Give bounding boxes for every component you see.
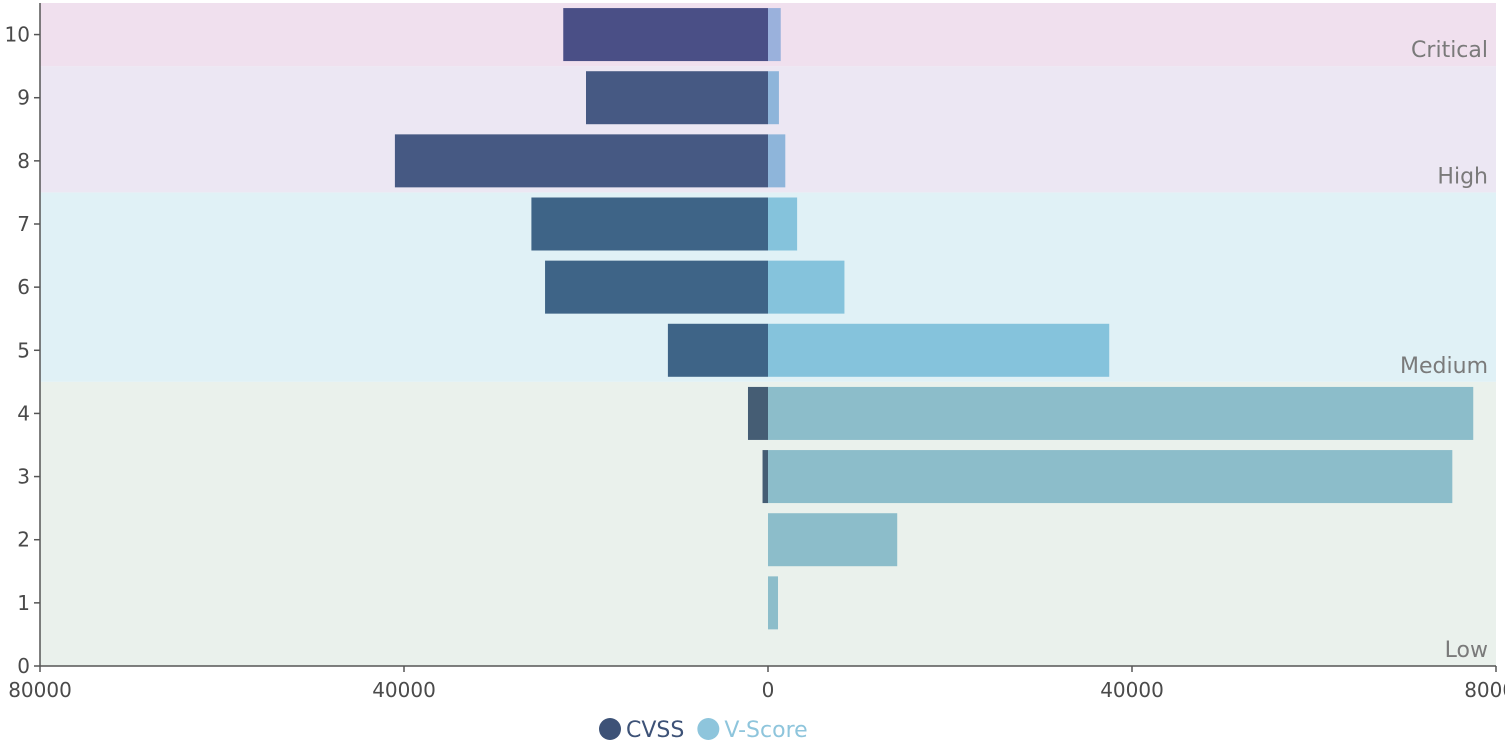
legend-label-v-score: V-Score [724, 718, 807, 743]
x-tick-label: 0 [762, 678, 775, 702]
axes: 0 1 2 3 4 5 6 7 8 9 10 80000 40000 0 40000 80000 [5, 3, 1505, 702]
y-tick-label: 10 [5, 23, 30, 47]
cvss-bar-7 [531, 197, 768, 251]
y-tick-label: 2 [17, 528, 30, 552]
vscore-bar-3 [768, 450, 1453, 504]
vscore-bar-10 [768, 8, 781, 62]
cvss-bar-5 [667, 323, 768, 377]
band-label-low: Low [1445, 638, 1488, 663]
y-tick-label: 4 [17, 401, 30, 425]
x-tick-label: 80000 [8, 678, 72, 702]
vscore-bar-6 [768, 260, 845, 314]
vscore-bar-7 [768, 197, 798, 251]
y-tick-label: 3 [17, 465, 30, 489]
vscore-bar-8 [768, 134, 786, 188]
y-tick-label: 5 [17, 338, 30, 362]
bars [394, 8, 1474, 630]
y-tick-label: 0 [17, 654, 30, 678]
cvss-bar-10 [563, 8, 768, 62]
band-label-critical: Critical [1411, 38, 1488, 63]
cvss-bar-3 [762, 450, 768, 504]
cvss-bar-4 [747, 386, 768, 440]
vscore-bar-4 [768, 386, 1474, 440]
y-tick-label: 6 [17, 275, 30, 299]
y-tick-label: 8 [17, 149, 30, 173]
legend-label-cvss: CVSS [626, 718, 684, 743]
vscore-bar-5 [768, 323, 1110, 377]
vscore-bar-9 [768, 71, 779, 125]
y-tick-label: 1 [17, 591, 30, 615]
band-label-medium: Medium [1400, 354, 1488, 379]
y-tick-label: 7 [17, 212, 30, 236]
x-tick-label: 80000 [1464, 678, 1505, 702]
legend: CVSS V-Score [599, 718, 808, 743]
vscore-bar-2 [768, 513, 898, 567]
y-tick-label: 9 [17, 86, 30, 110]
cvss-bar-8 [394, 134, 768, 188]
cvss-bar-6 [545, 260, 768, 314]
legend-marker-v-score [697, 718, 720, 740]
cvss-bar-9 [586, 71, 768, 125]
x-tick-label: 40000 [1100, 678, 1164, 702]
legend-marker-cvss [599, 718, 621, 740]
band-label-high: High [1437, 164, 1488, 189]
vscore-bar-1 [768, 576, 779, 630]
x-tick-label: 40000 [372, 678, 436, 702]
